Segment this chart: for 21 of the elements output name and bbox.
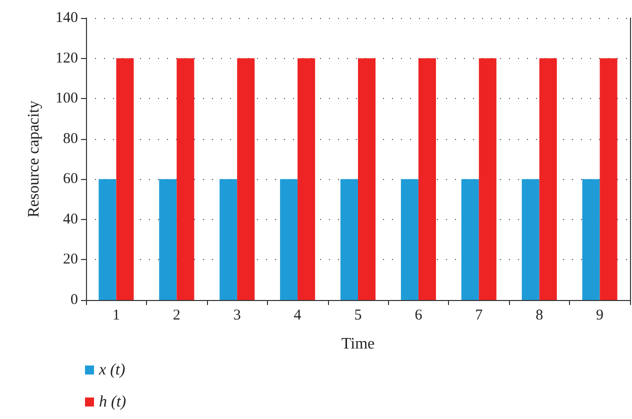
y-tick-label: 140 xyxy=(56,10,78,26)
y-tick-label: 80 xyxy=(63,130,78,147)
y-tick-label: 60 xyxy=(63,171,78,188)
y-tick-label: 120 xyxy=(56,50,78,66)
y-tick-label: 20 xyxy=(63,252,78,268)
x-tick-label: 2 xyxy=(172,308,180,324)
legend-label: h (t) xyxy=(99,394,126,410)
x-tick-label: 3 xyxy=(233,308,241,324)
x-tick-label: 6 xyxy=(414,308,423,324)
x-tick-label: 8 xyxy=(536,308,544,324)
x-tick-label: 5 xyxy=(354,308,362,324)
y-tick-label: 0 xyxy=(70,292,78,308)
x-tick-label: 4 xyxy=(294,308,302,324)
y-tick-label: 100 xyxy=(56,90,78,107)
legend-label: x (t) xyxy=(98,362,126,378)
x-axis-title: Time xyxy=(341,336,375,352)
x-tick-label: 1 xyxy=(112,308,120,324)
y-axis-title: Resource capacity xyxy=(26,100,42,218)
x-tick-label: 9 xyxy=(596,308,604,324)
y-tick-label: 40 xyxy=(63,211,78,228)
x-tick-label: 7 xyxy=(475,308,484,324)
